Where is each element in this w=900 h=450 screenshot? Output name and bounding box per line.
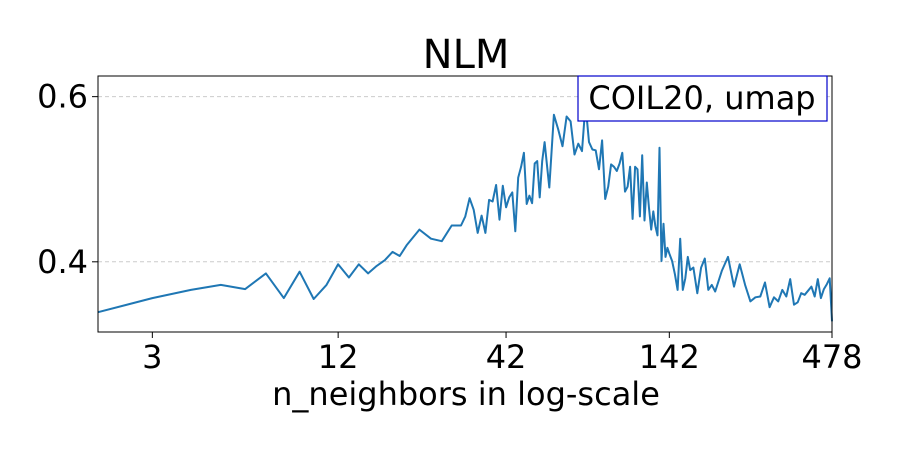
plot-frame xyxy=(97,75,833,333)
y-tick-label: 0.6 xyxy=(37,78,88,116)
annotation-text: COIL20, umap xyxy=(588,79,815,117)
annotation-box: COIL20, umap xyxy=(577,75,828,122)
x-axis-label: n_neighbors in log-scale xyxy=(272,375,660,413)
x-tick-label: 478 xyxy=(801,338,862,376)
x-tick-label: 3 xyxy=(142,338,162,376)
chart-title: NLM xyxy=(423,32,510,78)
x-tick-label: 12 xyxy=(318,338,359,376)
x-tick-label: 42 xyxy=(486,338,527,376)
y-tick-label: 0.4 xyxy=(37,243,88,281)
x-axis: 3 12 42 142 478 xyxy=(142,332,863,376)
x-tick-label: 142 xyxy=(639,338,700,376)
annotation-frame xyxy=(577,75,828,122)
series-line xyxy=(97,103,833,322)
y-axis: 0.4 0.6 xyxy=(37,78,98,281)
